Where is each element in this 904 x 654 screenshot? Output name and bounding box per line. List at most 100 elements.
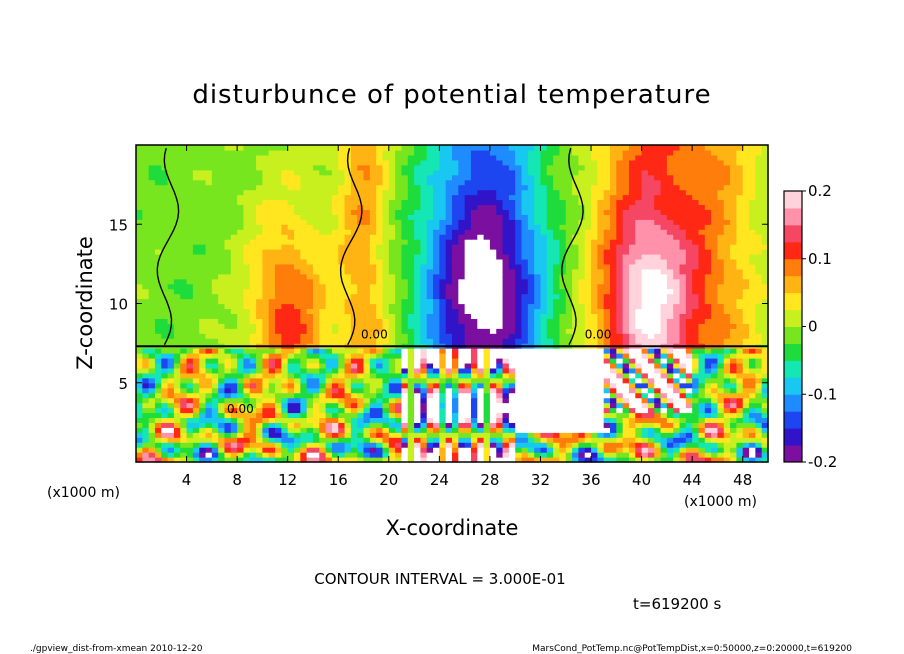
heatmap-cell xyxy=(382,283,390,290)
heatmap-cell xyxy=(578,422,586,428)
heatmap-cell xyxy=(559,268,567,275)
heatmap-cell xyxy=(312,437,320,443)
heatmap-cell xyxy=(287,258,295,265)
heatmap-cell xyxy=(344,353,352,359)
heatmap-cell xyxy=(622,362,630,369)
heatmap-cell xyxy=(136,412,143,419)
heatmap-cell xyxy=(306,348,314,354)
heatmap-cell xyxy=(496,239,504,245)
heatmap-cell xyxy=(319,328,327,334)
heatmap-cell xyxy=(338,457,346,463)
heatmap-cell xyxy=(666,387,674,394)
heatmap-cell xyxy=(540,333,548,339)
heatmap-cell xyxy=(496,273,504,280)
heatmap-cell xyxy=(673,308,681,314)
heatmap-cell xyxy=(173,273,181,280)
heatmap-cell xyxy=(205,372,213,379)
heatmap-cell xyxy=(692,244,700,250)
heatmap-cell xyxy=(199,348,207,354)
heatmap-cell xyxy=(711,303,719,310)
heatmap-cell xyxy=(357,338,365,344)
heatmap-cell xyxy=(641,323,649,329)
heatmap-cell xyxy=(679,387,687,394)
heatmap-cell xyxy=(489,278,497,285)
heatmap-cell xyxy=(224,447,232,453)
heatmap-cell xyxy=(414,338,421,344)
heatmap-cell xyxy=(717,447,725,453)
heatmap-cell xyxy=(306,253,314,260)
heatmap-cell xyxy=(641,377,649,384)
heatmap-cell xyxy=(628,308,636,314)
heatmap-cell xyxy=(603,278,611,285)
heatmap-cell xyxy=(186,288,194,295)
heatmap-cell xyxy=(527,278,535,285)
heatmap-cell xyxy=(572,437,579,443)
heatmap-cell xyxy=(363,293,371,300)
heatmap-cell xyxy=(540,293,548,300)
heatmap-cell xyxy=(578,278,586,285)
heatmap-cell xyxy=(515,372,523,379)
heatmap-cell xyxy=(445,457,453,463)
heatmap-cell xyxy=(363,353,371,359)
heatmap-cell xyxy=(723,392,731,399)
heatmap-cell xyxy=(761,447,769,453)
heatmap-cell xyxy=(666,333,674,339)
heatmap-cell xyxy=(287,348,295,354)
heatmap-cell xyxy=(666,318,674,324)
heatmap-cell xyxy=(553,288,561,295)
heatmap-cell xyxy=(237,268,245,275)
heatmap-cell xyxy=(243,407,251,414)
heatmap-cell xyxy=(761,372,769,379)
heatmap-cell xyxy=(357,357,365,364)
heatmap-cell xyxy=(211,263,219,270)
heatmap-cell xyxy=(319,318,327,324)
heatmap-cell xyxy=(407,229,415,235)
heatmap-cell xyxy=(395,452,403,458)
heatmap-cell xyxy=(698,219,706,225)
heatmap-cell xyxy=(717,328,725,334)
heatmap-cell xyxy=(546,313,554,319)
heatmap-cell xyxy=(180,333,188,339)
heatmap-cell xyxy=(249,258,257,265)
heatmap-cell xyxy=(249,338,257,344)
heatmap-cell xyxy=(357,268,365,275)
heatmap-cell xyxy=(704,348,712,354)
heatmap-cell xyxy=(338,407,346,414)
heatmap-cell xyxy=(578,244,586,250)
heatmap-cell xyxy=(186,268,194,275)
heatmap-cell xyxy=(325,288,333,295)
heatmap-cell xyxy=(704,298,712,305)
heatmap-cell xyxy=(161,313,169,319)
heatmap-cell xyxy=(698,452,706,458)
heatmap-cell xyxy=(540,412,548,419)
heatmap-cell xyxy=(401,298,409,305)
heatmap-cell xyxy=(136,214,143,220)
heatmap-cell xyxy=(489,249,497,255)
heatmap-cell xyxy=(338,362,346,369)
heatmap-cell xyxy=(610,338,617,344)
heatmap-cell xyxy=(635,219,643,225)
heatmap-cell xyxy=(199,214,207,220)
heatmap-cell xyxy=(388,362,396,369)
heatmap-cell xyxy=(704,318,712,324)
heatmap-cell xyxy=(439,382,447,389)
heatmap-cell xyxy=(312,353,320,359)
heatmap-cell xyxy=(395,293,403,300)
heatmap-cell xyxy=(477,288,485,295)
heatmap-cell xyxy=(704,372,712,379)
heatmap-cell xyxy=(142,268,150,275)
heatmap-cell xyxy=(736,382,744,389)
heatmap-cell xyxy=(464,422,472,428)
heatmap-cell xyxy=(534,392,542,399)
heatmap-cell xyxy=(401,412,409,419)
heatmap-cell xyxy=(527,293,535,300)
heatmap-cell xyxy=(287,353,295,359)
heatmap-cell xyxy=(591,357,598,364)
heatmap-cell xyxy=(572,244,579,250)
heatmap-cell xyxy=(755,377,763,384)
heatmap-cell xyxy=(262,422,270,428)
heatmap-cell xyxy=(584,357,592,364)
heatmap-cell xyxy=(445,387,453,394)
heatmap-cell xyxy=(502,293,510,300)
heatmap-cell xyxy=(312,313,320,319)
